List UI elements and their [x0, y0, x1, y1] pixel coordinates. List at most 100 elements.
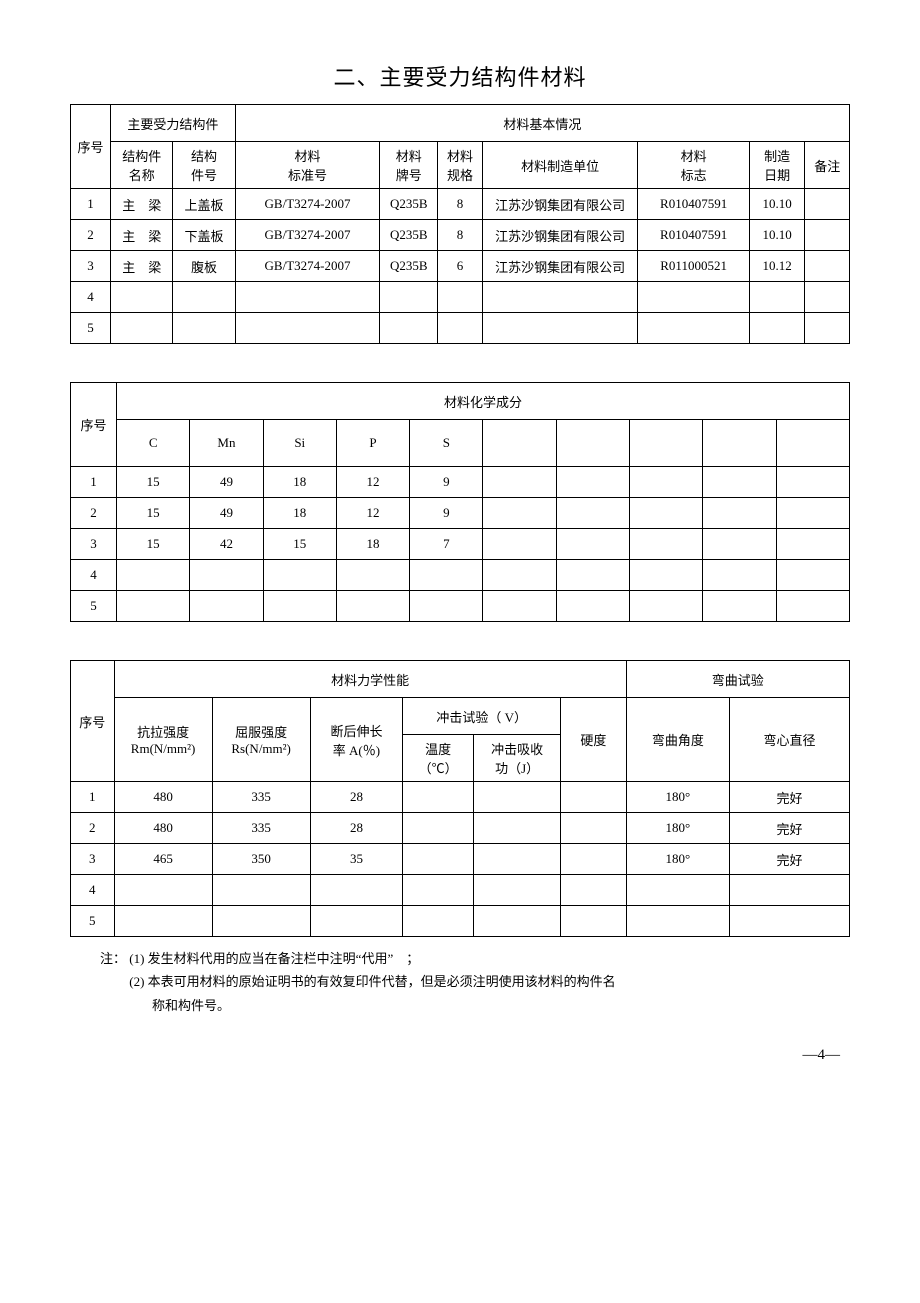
table-cell — [703, 467, 776, 498]
table-cell: 3 — [71, 251, 111, 282]
table-cell — [173, 313, 235, 344]
table-cell: 35 — [310, 844, 403, 875]
table-cell — [703, 529, 776, 560]
table-cell: GB/T3274-2007 — [235, 189, 380, 220]
table-cell — [556, 467, 629, 498]
col-tensile: 抗拉强度Rm(N/mm²) — [114, 698, 212, 782]
table-cell — [263, 560, 336, 591]
table-cell — [776, 591, 849, 622]
col-group2: 材料基本情况 — [235, 105, 849, 142]
table-cell — [403, 906, 474, 937]
table-cell: 8 — [438, 220, 483, 251]
table-cell: 5 — [71, 591, 117, 622]
col-mech-group: 材料力学性能 — [114, 661, 626, 698]
notes-block: 注： (1) 发生材料代用的应当在备注栏中注明“代用” ； 注： (2) 本表可… — [100, 947, 850, 1017]
table-cell — [630, 467, 703, 498]
table-cell — [776, 529, 849, 560]
col-group1: 主要受力结构件 — [111, 105, 236, 142]
table-header-cell — [776, 420, 849, 467]
table-cell — [403, 844, 474, 875]
table-cell: 主 梁 — [111, 220, 173, 251]
table-cell — [482, 313, 638, 344]
table-cell: 10.10 — [749, 220, 805, 251]
table-cell — [438, 282, 483, 313]
table-header-cell: P — [336, 420, 409, 467]
table-cell: 5 — [71, 313, 111, 344]
table-cell: 1 — [71, 467, 117, 498]
table-cell: 7 — [410, 529, 483, 560]
table-cell — [403, 782, 474, 813]
table-cell: 28 — [310, 782, 403, 813]
table-cell — [730, 875, 850, 906]
table-cell: Q235B — [380, 251, 438, 282]
table-cell: R010407591 — [638, 189, 749, 220]
table-cell — [805, 251, 850, 282]
table-cell — [776, 498, 849, 529]
table-cell: 15 — [117, 467, 190, 498]
table-cell — [703, 591, 776, 622]
table-cell: 江苏沙钢集团有限公司 — [482, 251, 638, 282]
table-cell: 完好 — [730, 844, 850, 875]
table-cell: 1 — [71, 189, 111, 220]
table-cell: 180° — [626, 844, 729, 875]
table-cell — [474, 844, 561, 875]
table-cell — [630, 591, 703, 622]
table-cell: 8 — [438, 189, 483, 220]
table-cell — [482, 282, 638, 313]
table-cell: 15 — [117, 529, 190, 560]
table-cell: R011000521 — [638, 251, 749, 282]
table-cell — [336, 560, 409, 591]
col-seq: 序号 — [71, 661, 115, 782]
table-cell: 3 — [71, 844, 115, 875]
col-seq: 序号 — [71, 383, 117, 467]
col-comp-name: 结构件名称 — [111, 142, 173, 189]
table-cell — [561, 875, 626, 906]
table-cell: 28 — [310, 813, 403, 844]
table-cell: 4 — [71, 875, 115, 906]
table-cell — [190, 591, 263, 622]
table-cell: GB/T3274-2007 — [235, 251, 380, 282]
table-cell — [410, 560, 483, 591]
table-cell — [805, 189, 850, 220]
col-spec: 材料规格 — [438, 142, 483, 189]
table-cell: R010407591 — [638, 220, 749, 251]
col-yield: 屈服强度Rs(N/mm²) — [212, 698, 310, 782]
table-cell — [474, 875, 561, 906]
table-cell — [805, 220, 850, 251]
table-cell — [117, 560, 190, 591]
col-date: 制造日期 — [749, 142, 805, 189]
table-cell — [638, 313, 749, 344]
table-cell — [483, 560, 556, 591]
table-cell: 480 — [114, 813, 212, 844]
table-cell — [336, 591, 409, 622]
col-absorb: 冲击吸收功（J） — [474, 735, 561, 782]
table-cell — [561, 782, 626, 813]
table-cell — [117, 591, 190, 622]
table-cell — [483, 591, 556, 622]
col-impact-group: 冲击试验（ V） — [403, 698, 561, 735]
table-cell: 3 — [71, 529, 117, 560]
table-cell — [403, 813, 474, 844]
chemistry-table: 序号 材料化学成分 CMnSiPS 1154918129215491812931… — [70, 382, 850, 622]
table-cell — [776, 467, 849, 498]
table-cell: 完好 — [730, 782, 850, 813]
table-cell: 18 — [263, 467, 336, 498]
table-cell: 9 — [410, 498, 483, 529]
table-cell: 480 — [114, 782, 212, 813]
table-cell: 2 — [71, 813, 115, 844]
table-cell: 335 — [212, 782, 310, 813]
table-cell: 49 — [190, 467, 263, 498]
table-cell: 腹板 — [173, 251, 235, 282]
table-cell: 15 — [117, 498, 190, 529]
notes-prefix: 注： — [100, 951, 126, 966]
page-title: 二、主要受力结构件材料 — [70, 60, 850, 92]
table-header-cell — [630, 420, 703, 467]
table-cell: 10.12 — [749, 251, 805, 282]
col-remark: 备注 — [805, 142, 850, 189]
col-bend-angle: 弯曲角度 — [626, 698, 729, 782]
table-cell — [626, 875, 729, 906]
table-cell — [638, 282, 749, 313]
table-header-cell — [483, 420, 556, 467]
table-cell — [749, 313, 805, 344]
table-cell: Q235B — [380, 220, 438, 251]
